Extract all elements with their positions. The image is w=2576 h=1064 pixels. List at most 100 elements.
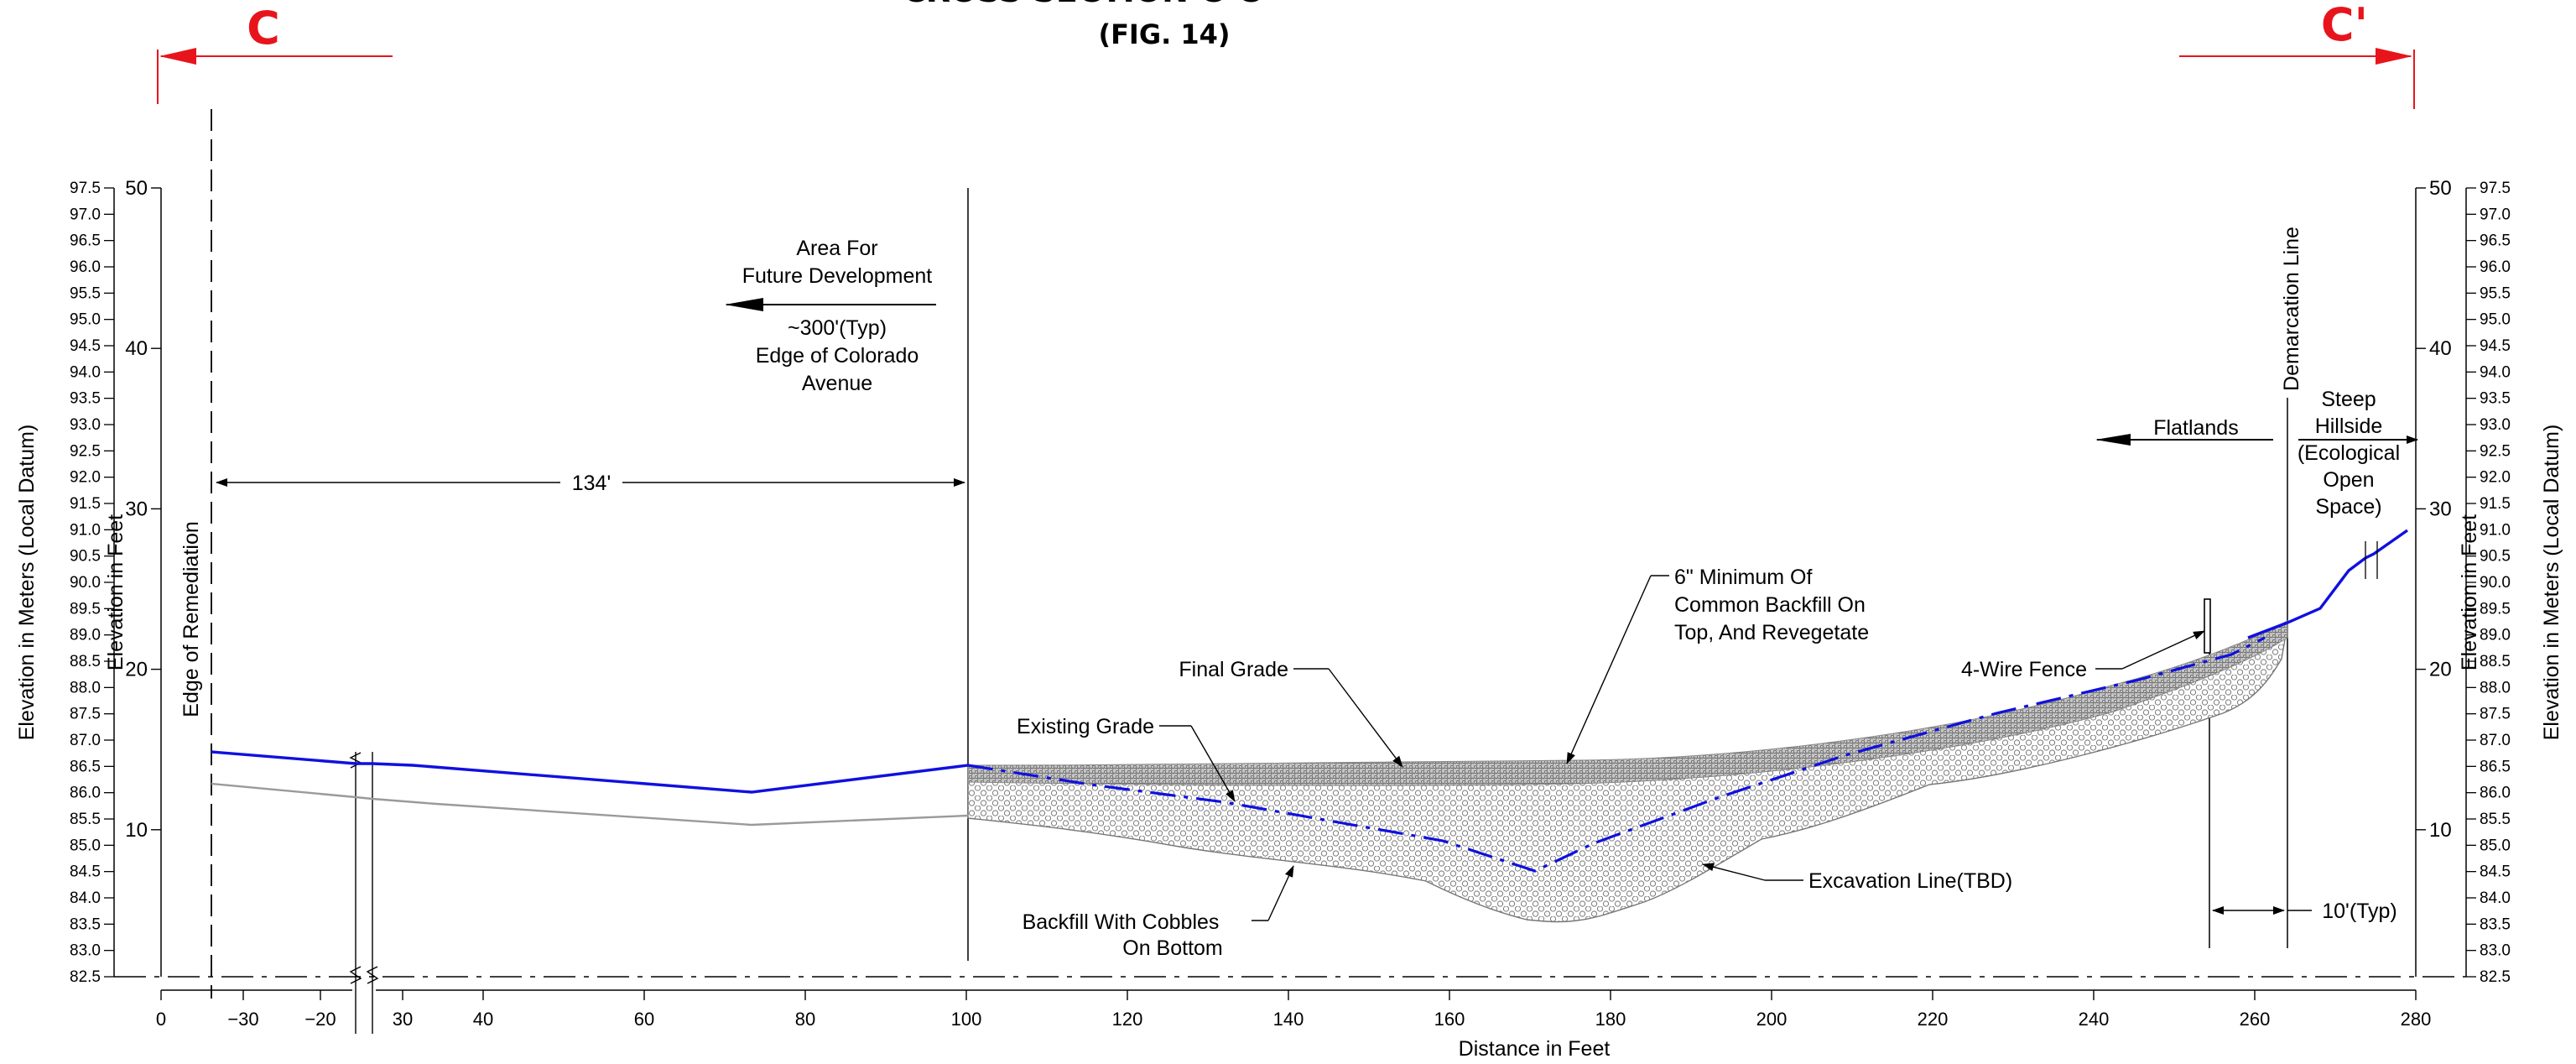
x-tick-label: 160 [1434,1009,1465,1030]
meter-tick-label: 95.5 [2480,284,2511,302]
section-marker-c: C [157,2,393,104]
x-tick-label: 120 [1112,1009,1143,1030]
x-tick-label: 100 [951,1009,982,1030]
meter-tick-label: 87.0 [2480,732,2511,749]
backfill-top-line3: Top, And Revegetate [1674,621,1869,644]
dimension-10-label: 10'(Typ) [2322,900,2397,923]
x-ticks: 0 −30 −20 30 40 60 80 100 120 140 160 180 200 220 240 2… [156,990,2431,1030]
feet-tick-label: 10 [2429,819,2452,842]
feet-tick-label: 30 [2429,498,2452,520]
colorado-line3: Avenue [802,372,872,395]
meter-tick-label: 84.5 [2480,863,2511,881]
meter-tick-label: 86.5 [2480,758,2511,775]
flatlands-arrowhead [2095,434,2131,446]
meter-tick-label: 89.5 [2480,600,2511,618]
feet-tick-label: 40 [125,337,148,360]
meter-tick-label: 90.0 [2480,574,2511,592]
meter-tick-label: 95.0 [70,311,101,329]
y-meters-label-left: Elevation in Meters (Local Datum) [15,425,39,741]
x-tick-label: 260 [2240,1009,2271,1030]
x-tick-label: 40 [473,1009,493,1030]
common-backfill-cap [967,620,2288,786]
steep-line2: Hillside [2315,415,2383,438]
feet-tick-label: 10 [125,819,148,842]
meter-tick-label: 84.5 [70,863,101,881]
x-tick-label: 140 [1273,1009,1304,1030]
meter-tick-label: 90.0 [70,574,101,592]
steep-line5: Space) [2315,495,2381,519]
backfill-top-line2: Common Backfill On [1674,593,1866,617]
x-tick-label: 280 [2401,1009,2432,1030]
meter-tick-label: 97.0 [2480,206,2511,223]
meter-tick-label: 96.5 [2480,232,2511,250]
x-tick-label: 30 [393,1009,413,1030]
cobbles-line2: On Bottom [1122,936,1223,960]
steep-line3: (Ecological [2298,441,2400,465]
meter-tick-label: 84.0 [2480,889,2511,907]
feet-tick-label: 20 [125,659,148,681]
meter-tick-label: 84.0 [70,889,101,907]
meter-tick-label: 93.5 [2480,390,2511,408]
cobbles-line1: Backfill With Cobbles [1023,910,1220,934]
meter-tick-label: 94.5 [2480,337,2511,355]
meter-tick-label: 83.0 [70,942,101,960]
x-tick-label: 180 [1595,1009,1626,1030]
meter-tick-label: 85.5 [2480,811,2511,828]
y-feet-label-left: Elevation in Feet [104,514,127,670]
x-tick-label: 220 [1918,1009,1949,1030]
final-grade-label: Final Grade [1179,658,1288,681]
meter-tick-label: 90.5 [2480,548,2511,566]
section-marker-c-prime: C' [2179,0,2415,109]
left-feet-ticks: 10 20 30 40 50 [125,177,161,842]
final-grade-hillside [2247,529,2408,639]
final-grade-line [211,750,969,794]
meter-tick-label: 93.0 [70,416,101,434]
flatlands-label: Flatlands [2153,416,2238,440]
figure-subtitle: (FIG. 14) [1098,18,1230,50]
feet-tick-label: 50 [125,177,148,200]
meter-tick-label: 88.5 [2480,653,2511,670]
meter-tick-label: 94.0 [2480,363,2511,381]
section-marker-c-prime-label: C' [2321,0,2368,51]
right-meter-ticks: 82.5 83.0 83.5 84.0 84.5 85.0 85.5 86.0 86.5 87.0… [2466,180,2511,986]
hillside-break [2365,541,2378,579]
x-tick-label: 200 [1756,1009,1788,1030]
meter-tick-label: 93.0 [2480,416,2511,434]
meter-tick-label: 86.0 [2480,785,2511,802]
feet-tick-label: 30 [125,498,148,520]
meter-tick-label: 97.5 [70,180,101,197]
demarcation-label: Demarcation Line [2280,227,2303,391]
existing-grade-label: Existing Grade [1017,715,1154,738]
meter-tick-label: 94.0 [70,363,101,381]
dimension-134-mask [560,470,622,495]
excavation-label: Excavation Line(TBD) [1808,869,2012,893]
meter-tick-label: 92.5 [70,442,101,460]
x-axis-baseline [114,976,2466,991]
meter-tick-label: 85.0 [70,837,101,854]
area-future-line2: Future Development [742,264,933,288]
fence-post [2204,598,2211,654]
x-tick-label: 80 [795,1009,815,1030]
meter-tick-label: 83.5 [2480,915,2511,933]
meter-tick-label: 91.5 [2480,495,2511,513]
meter-tick-label: 95.5 [70,284,101,302]
meter-tick-label: 96.0 [70,258,101,276]
feet-tick-label: 50 [2429,177,2452,200]
meter-tick-label: 85.0 [2480,837,2511,854]
meter-tick-label: 93.5 [70,390,101,408]
backfill-top-line1: 6" Minimum Of [1674,566,1813,589]
x-tick-label: −20 [304,1009,336,1030]
meter-tick-label: 86.0 [70,785,101,802]
meter-tick-label: 89.0 [70,627,101,644]
meter-tick-label: 85.5 [70,811,101,828]
x-axis-label: Distance in Feet [1459,1037,1611,1061]
excavation-line [967,636,2266,873]
x-tick-label: 0 [156,1009,166,1030]
feet-tick-label: 20 [2429,659,2452,681]
meter-tick-label: 95.0 [2480,311,2511,329]
meter-tick-label: 82.5 [2480,968,2511,986]
existing-grade-line [211,782,969,827]
edge-of-remediation-label: Edge of Remediation [180,521,203,717]
feet-tick-label: 40 [2429,337,2452,360]
meter-tick-label: 97.5 [2480,180,2511,197]
